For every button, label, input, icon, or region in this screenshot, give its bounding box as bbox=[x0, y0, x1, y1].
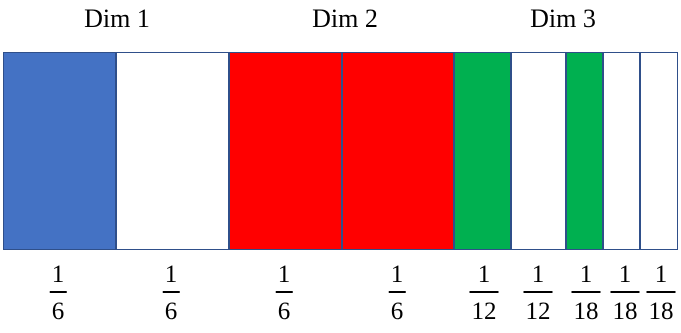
fraction-dim3-white-b: 1 18 bbox=[610, 261, 640, 325]
segment-dim2-red-a bbox=[229, 52, 342, 250]
fraction-bar bbox=[49, 291, 67, 293]
segment-dim3-white-c bbox=[640, 52, 678, 250]
fraction-bar bbox=[610, 291, 640, 293]
segment-dim3-white-b bbox=[603, 52, 640, 250]
segment-dim2-red-b bbox=[342, 52, 454, 250]
fraction-denominator: 6 bbox=[277, 298, 291, 325]
fraction-denominator: 6 bbox=[51, 298, 65, 325]
fraction-denominator: 18 bbox=[573, 298, 599, 325]
fraction-denominator: 6 bbox=[390, 298, 404, 325]
fraction-bar bbox=[523, 291, 553, 293]
fraction-dim2-red-a: 1 6 bbox=[275, 261, 293, 325]
fraction-numerator: 1 bbox=[531, 261, 545, 288]
fraction-bar bbox=[469, 291, 499, 293]
fraction-denominator: 12 bbox=[525, 298, 551, 325]
fraction-bar bbox=[162, 291, 180, 293]
segment-dim3-green-b bbox=[566, 52, 603, 250]
fraction-numerator: 1 bbox=[579, 261, 593, 288]
dim2-label: Dim 2 bbox=[312, 4, 378, 33]
fraction-bar bbox=[388, 291, 406, 293]
fraction-dim3-green-a: 1 12 bbox=[469, 261, 499, 325]
fraction-numerator: 1 bbox=[477, 261, 491, 288]
fraction-dim3-white-a: 1 12 bbox=[523, 261, 553, 325]
fraction-dim2-red-b: 1 6 bbox=[388, 261, 406, 325]
segment-dim3-green-a bbox=[454, 52, 511, 250]
fraction-bar bbox=[275, 291, 293, 293]
fraction-numerator: 1 bbox=[277, 261, 291, 288]
fraction-denominator: 12 bbox=[471, 298, 497, 325]
fraction-denominator: 18 bbox=[648, 298, 674, 325]
fraction-denominator: 6 bbox=[164, 298, 178, 325]
fraction-numerator: 1 bbox=[390, 261, 404, 288]
fraction-dim3-green-b: 1 18 bbox=[571, 261, 601, 325]
fraction-denominator: 18 bbox=[612, 298, 638, 325]
fraction-bar bbox=[571, 291, 601, 293]
fraction-numerator: 1 bbox=[164, 261, 178, 288]
fraction-dim1-blue: 1 6 bbox=[49, 261, 67, 325]
fraction-numerator: 1 bbox=[618, 261, 632, 288]
dim1-label: Dim 1 bbox=[84, 4, 150, 33]
segment-dim3-white-a bbox=[511, 52, 566, 250]
fraction-dim1-white: 1 6 bbox=[162, 261, 180, 325]
fraction-numerator: 1 bbox=[654, 261, 668, 288]
fraction-dim3-white-c: 1 18 bbox=[646, 261, 676, 325]
dim3-label: Dim 3 bbox=[530, 4, 596, 33]
fraction-numerator: 1 bbox=[51, 261, 65, 288]
segment-dim1-white bbox=[116, 52, 229, 250]
fraction-bar bbox=[646, 291, 676, 293]
segment-dim1-blue bbox=[3, 52, 116, 250]
